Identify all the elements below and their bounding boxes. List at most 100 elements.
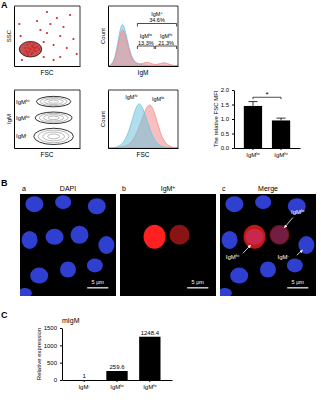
point bbox=[62, 26, 64, 28]
point bbox=[49, 23, 51, 25]
frame bbox=[108, 6, 178, 7]
histogram: IgMCountIgM+34.6%IgMlo13.3%IgMhi21.3% bbox=[100, 6, 179, 77]
y-axis bbox=[108, 7, 109, 67]
igm-signal bbox=[170, 225, 190, 245]
scale-bar-label: 5 μm bbox=[92, 279, 105, 285]
point bbox=[39, 29, 41, 31]
text-part: IgM bbox=[274, 152, 284, 158]
nucleus bbox=[87, 258, 103, 272]
arrow bbox=[243, 245, 251, 253]
scale-bar bbox=[187, 287, 208, 288]
panel-label: C bbox=[1, 310, 8, 320]
superscript: + bbox=[172, 184, 175, 190]
scatter-plot: FSCSSC bbox=[6, 6, 81, 76]
series-label: IgMlo bbox=[152, 95, 165, 102]
y-axis bbox=[14, 7, 15, 67]
panel-label: B bbox=[1, 178, 8, 188]
y-axis bbox=[14, 91, 15, 149]
frame bbox=[80, 6, 81, 66]
image-area bbox=[120, 194, 216, 296]
text-part: IgM bbox=[278, 254, 288, 260]
bar bbox=[244, 106, 262, 148]
population-label: IgMlo bbox=[16, 114, 30, 121]
tick-mark bbox=[60, 345, 62, 346]
x-axis bbox=[109, 66, 179, 67]
figure: FSCSSCIgMCountIgM+34.6%IgMlo13.3%IgMhi21… bbox=[0, 0, 321, 400]
axis-line bbox=[14, 7, 15, 67]
superscript: hi bbox=[153, 383, 156, 388]
micrograph-title: DAPI bbox=[60, 185, 76, 192]
data-label: 259.6 bbox=[109, 364, 125, 370]
bar bbox=[106, 371, 127, 380]
point bbox=[46, 11, 48, 13]
tick: 0 bbox=[54, 377, 62, 383]
nucleus bbox=[55, 195, 71, 209]
text-part: IgM bbox=[16, 133, 26, 139]
micrograph: 5 μm bbox=[18, 194, 116, 298]
tick: IgMhi bbox=[143, 380, 156, 390]
point bbox=[43, 41, 45, 43]
gate bbox=[35, 112, 72, 124]
bar bbox=[139, 337, 160, 380]
gate-bracket bbox=[137, 24, 176, 27]
y-axis-title: IgM bbox=[6, 114, 12, 124]
tick-mark bbox=[60, 363, 62, 364]
superscript: - bbox=[88, 383, 90, 388]
axis-line bbox=[15, 148, 81, 149]
nucleus bbox=[98, 236, 114, 254]
tick: IgMlo bbox=[246, 148, 260, 158]
point bbox=[38, 48, 40, 50]
significance-mark: * bbox=[265, 90, 268, 99]
point bbox=[33, 43, 35, 45]
image-area bbox=[20, 194, 116, 296]
superscript: - bbox=[288, 253, 290, 258]
contour-ring bbox=[38, 130, 69, 143]
tick: 0.0 bbox=[221, 145, 234, 151]
contour-ring bbox=[44, 99, 63, 105]
tick-mark bbox=[232, 119, 234, 120]
contour-ring bbox=[40, 98, 67, 106]
population-label: IgMhi bbox=[16, 98, 29, 105]
tick-label: 1000 bbox=[44, 343, 58, 349]
tick-mark bbox=[60, 380, 62, 381]
scale-bar-label: 5 μm bbox=[192, 279, 205, 285]
tick-label: 0.5 bbox=[221, 131, 230, 137]
nucleus bbox=[220, 288, 232, 296]
tick-label: IgM- bbox=[78, 383, 90, 390]
gate bbox=[19, 41, 41, 57]
point bbox=[66, 47, 68, 49]
point bbox=[46, 32, 48, 34]
point bbox=[26, 52, 28, 54]
point bbox=[76, 53, 78, 55]
data-label: 1 bbox=[82, 373, 86, 379]
nucleus bbox=[271, 226, 289, 244]
axis-line bbox=[15, 66, 81, 67]
image-background bbox=[120, 194, 216, 296]
error-bar bbox=[276, 118, 285, 120]
igm-signal bbox=[144, 225, 166, 249]
micrograph: 5 μmIgMloIgM-IgMhi bbox=[218, 194, 316, 298]
plot-area bbox=[108, 25, 178, 66]
igm-signal bbox=[270, 225, 290, 245]
tick: 2.0 bbox=[221, 87, 234, 93]
superscript: - bbox=[26, 132, 28, 137]
point bbox=[69, 14, 71, 16]
plot-area bbox=[73, 337, 160, 380]
point bbox=[20, 35, 22, 37]
gate-label: IgM+ bbox=[151, 10, 163, 17]
tick: IgMlo bbox=[110, 380, 124, 390]
y-axis-title: Relative expression bbox=[36, 328, 42, 380]
text-part: IgM bbox=[226, 254, 236, 260]
tick-label: 1.0 bbox=[221, 116, 230, 122]
histogram-area bbox=[108, 30, 178, 66]
text-part: IgM bbox=[151, 11, 161, 17]
axis-line bbox=[108, 7, 109, 67]
gate-percent: 13.3% bbox=[138, 40, 154, 46]
point bbox=[25, 50, 27, 52]
frame bbox=[178, 90, 179, 148]
text-part: IgM bbox=[110, 384, 120, 390]
text-part: IgM bbox=[16, 115, 26, 121]
frame bbox=[14, 6, 80, 7]
tick: 1.0 bbox=[221, 116, 234, 122]
tick: 500 bbox=[47, 360, 62, 366]
